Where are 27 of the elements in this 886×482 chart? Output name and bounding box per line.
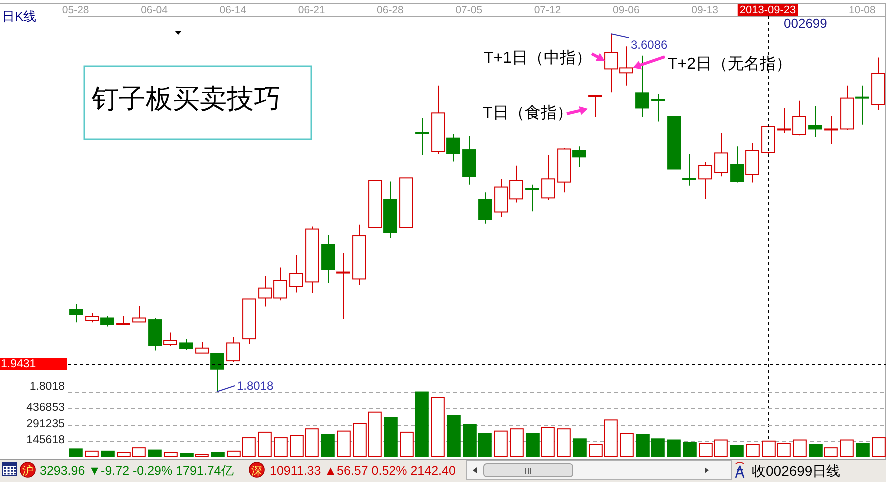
text: 钉子板买卖技巧 xyxy=(91,84,281,114)
annotation: 1.8018 xyxy=(237,379,274,393)
y-tick-label: 145618 xyxy=(26,434,65,447)
y-tick-label: 291235 xyxy=(26,418,65,430)
annotation: T+1日（中指） xyxy=(484,49,592,67)
x-tick-label: 07-12 xyxy=(534,4,562,16)
x-tick-label: 06-14 xyxy=(220,4,247,16)
x-tick-label: 05-28 xyxy=(62,4,90,16)
text: 10911.33 ▲56.57 0.52% 2142.40 xyxy=(270,464,456,478)
text: 3293.96 ▼-9.72 -0.29% 1791.74亿 xyxy=(40,464,234,478)
x-tick-label: 06-21 xyxy=(298,4,326,16)
annotation: 3.6086 xyxy=(631,38,668,52)
ref-line-label: 1.9431 xyxy=(1,358,36,370)
x-tick-label: 06-04 xyxy=(141,4,168,16)
x-tick-label: 09-06 xyxy=(613,4,640,16)
annotation: T日（食指） xyxy=(483,104,573,122)
x-tick-label: 2013-09-23 xyxy=(740,4,796,16)
text: 1.8018 xyxy=(30,381,65,393)
text: 收002699日线 xyxy=(752,463,841,479)
x-tick-label: 09-13 xyxy=(692,4,719,16)
text: 日K线 xyxy=(2,9,37,24)
text: 002699 xyxy=(784,16,828,31)
text: 深 xyxy=(252,466,262,478)
x-tick-label: 07-05 xyxy=(456,4,483,16)
y-tick-label: 436853 xyxy=(26,402,65,414)
x-tick-label: 10-08 xyxy=(848,4,876,16)
x-tick-label: 06-28 xyxy=(377,4,404,16)
